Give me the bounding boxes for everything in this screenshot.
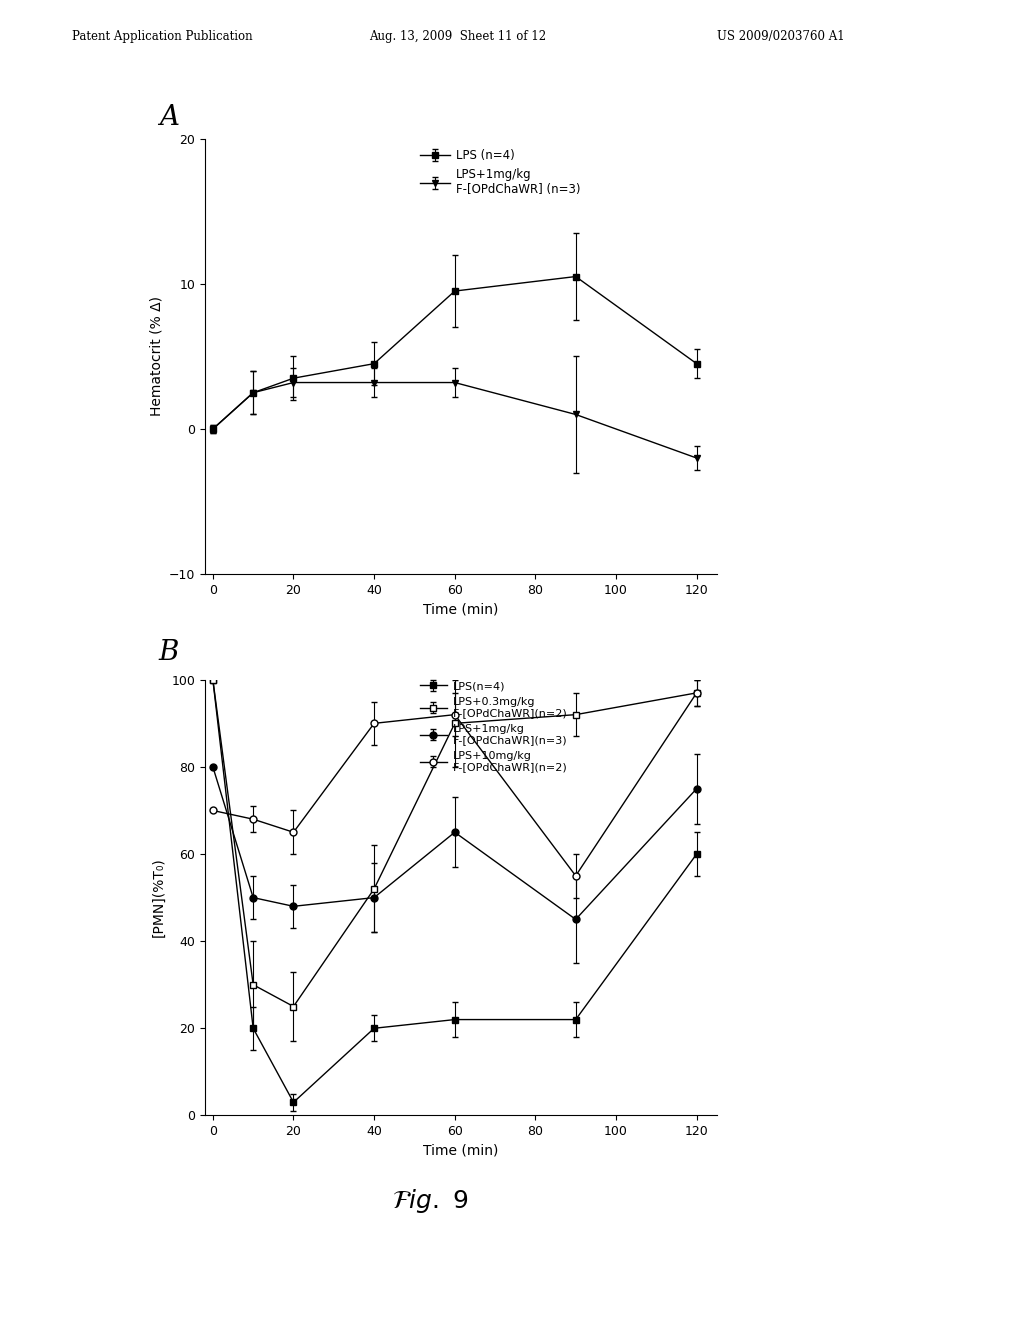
Y-axis label: Hematocrit (% Δ): Hematocrit (% Δ) bbox=[150, 297, 163, 416]
X-axis label: Time (min): Time (min) bbox=[423, 602, 499, 616]
Text: A: A bbox=[159, 104, 179, 132]
Text: US 2009/0203760 A1: US 2009/0203760 A1 bbox=[717, 30, 845, 44]
Text: Patent Application Publication: Patent Application Publication bbox=[72, 30, 252, 44]
Text: Aug. 13, 2009  Sheet 11 of 12: Aug. 13, 2009 Sheet 11 of 12 bbox=[369, 30, 546, 44]
Legend: LPS(n=4), LPS+0.3mg/kg
F-[OPdChaWR](n=2), LPS+1mg/kg
F-[OPdChaWR](n=3), LPS+10mg: LPS(n=4), LPS+0.3mg/kg F-[OPdChaWR](n=2)… bbox=[415, 677, 572, 777]
Text: $\mathcal{F}ig.\ 9$: $\mathcal{F}ig.\ 9$ bbox=[392, 1187, 468, 1214]
Legend: LPS (n=4), LPS+1mg/kg
F-[OPdChaWR] (n=3): LPS (n=4), LPS+1mg/kg F-[OPdChaWR] (n=3) bbox=[416, 144, 585, 201]
Text: B: B bbox=[159, 639, 179, 667]
X-axis label: Time (min): Time (min) bbox=[423, 1143, 499, 1158]
Y-axis label: [PMN](%T₀): [PMN](%T₀) bbox=[152, 858, 166, 937]
